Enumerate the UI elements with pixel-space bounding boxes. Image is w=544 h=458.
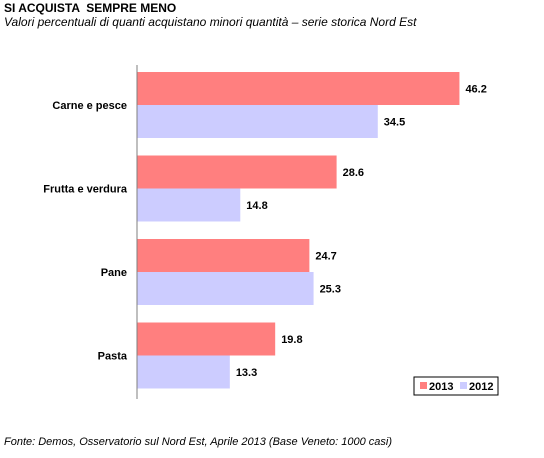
- source-note: Fonte: Demos, Osservatorio sul Nord Est,…: [4, 436, 393, 448]
- bar-2013-pane: [137, 239, 310, 272]
- data-label-2012-frutta-e-verdura: 14.8: [246, 200, 267, 212]
- data-label-2012-carne-e-pesce: 34.5: [384, 117, 405, 129]
- legend-box: [413, 376, 499, 396]
- category-label-frutta-e-verdura: Frutta e verdura: [43, 184, 128, 196]
- category-label-pasta: Pasta: [98, 351, 128, 363]
- bar-2012-pane: [137, 272, 314, 305]
- bar-2013-frutta-e-verdura: [137, 155, 337, 189]
- legend-label-2013: 2013: [429, 381, 453, 393]
- legend-label-2012: 2012: [469, 381, 493, 393]
- legend-swatch-2013: [420, 382, 427, 389]
- data-label-2013-frutta-e-verdura: 28.6: [343, 167, 364, 179]
- data-label-2012-pane: 25.3: [320, 284, 341, 296]
- bar-chart: Carne e pesce 46.2 34.5 Frutta e verdura 28.…: [43, 65, 499, 399]
- bar-2013-pasta: [137, 322, 276, 356]
- data-label-2013-carne-e-pesce: 46.2: [465, 84, 486, 96]
- category-label-pane: Pane: [101, 267, 127, 279]
- chart-subtitle: Valori percentuali di quanti acquistano …: [4, 15, 417, 29]
- chart-title: SI ACQUISTA SEMPRE MENO: [4, 1, 177, 15]
- data-label-2013-pane: 24.7: [315, 251, 336, 263]
- data-label-2012-pasta: 13.3: [236, 367, 257, 379]
- bar-2013-carne-e-pesce: [137, 72, 460, 105]
- data-label-2013-pasta: 19.8: [281, 334, 302, 346]
- bar-2012-frutta-e-verdura: [137, 188, 241, 222]
- category-label-carne-e-pesce: Carne e pesce: [52, 100, 127, 112]
- bar-2012-pasta: [137, 355, 230, 389]
- bar-2012-carne-e-pesce: [137, 105, 378, 138]
- legend-swatch-2012: [460, 382, 467, 389]
- legend: 2013 2012: [413, 376, 499, 396]
